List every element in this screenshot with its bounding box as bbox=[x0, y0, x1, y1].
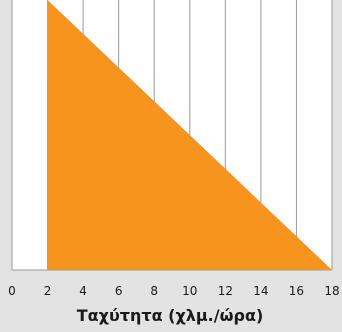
x-tick-label-10: 10 bbox=[182, 284, 197, 298]
x-tick-label-18: 18 bbox=[324, 284, 339, 298]
x-tick-label-4: 4 bbox=[79, 284, 87, 298]
x-tick-label-0: 0 bbox=[8, 284, 16, 298]
area-fill-series-0 bbox=[47, 0, 333, 270]
x-tick-label-14: 14 bbox=[253, 284, 268, 298]
x-axis-title: Ταχύτητα (χλμ./ώρα) bbox=[77, 306, 264, 325]
x-tick-label-12: 12 bbox=[218, 284, 233, 298]
x-tick-label-8: 8 bbox=[150, 284, 158, 298]
x-tick-label-16: 16 bbox=[289, 284, 304, 298]
x-axis-ticks: 0 2 4 6 8 10 12 14 16 18 bbox=[8, 284, 339, 298]
area-series bbox=[47, 0, 333, 270]
x-tick-label-6: 6 bbox=[115, 284, 123, 298]
x-tick-label-2: 2 bbox=[44, 284, 52, 298]
